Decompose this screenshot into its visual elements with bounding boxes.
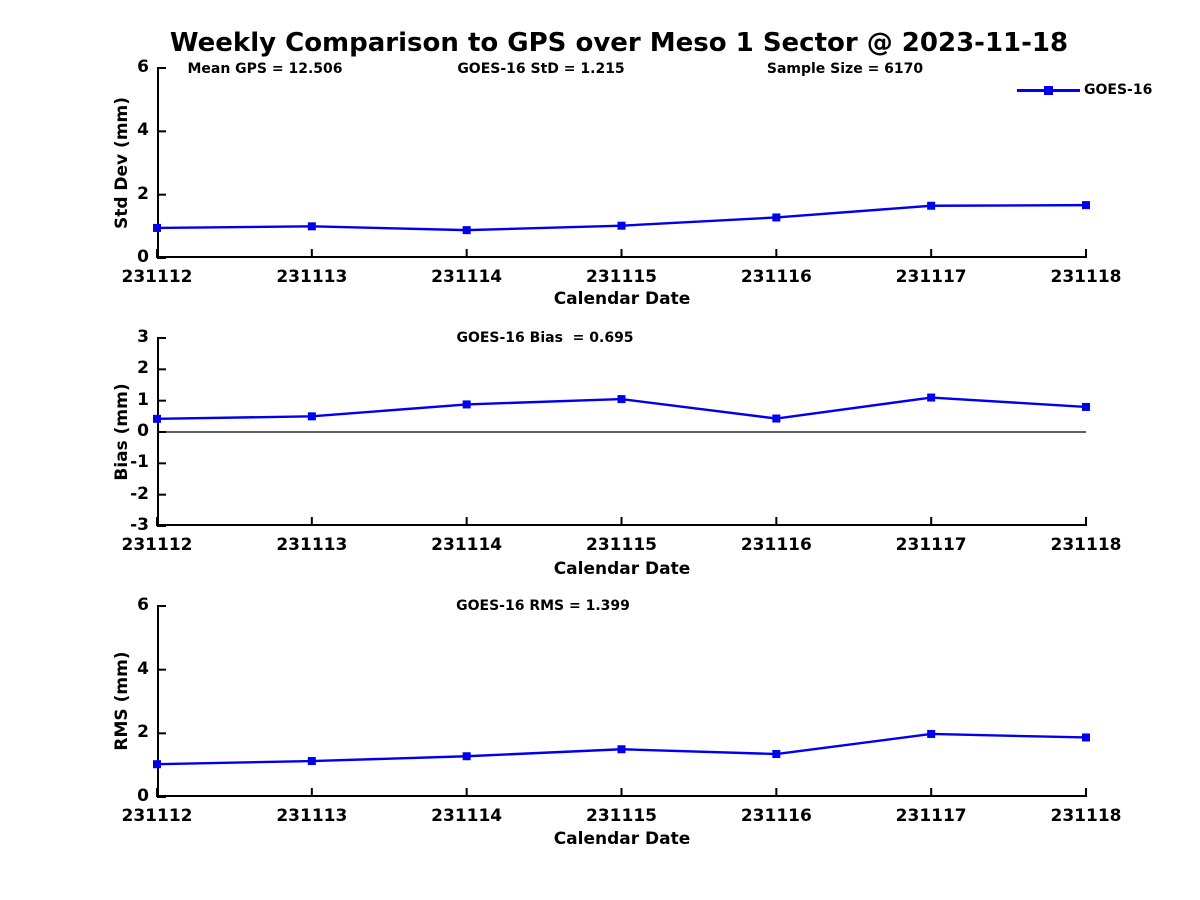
y-tick-label: -3	[130, 515, 149, 535]
y-tick-label: 6	[137, 595, 149, 615]
chart3-plot-area	[153, 605, 1090, 798]
y-tick-label: 2	[137, 183, 149, 204]
annotation-goes16-std: GOES-16 StD = 1.215	[457, 61, 625, 77]
data-point-marker	[307, 222, 316, 231]
data-point-marker	[1082, 733, 1090, 742]
x-tick-label: 231116	[740, 267, 812, 287]
data-point-marker	[307, 412, 316, 421]
chart-svg	[153, 337, 1090, 527]
chart-svg	[153, 67, 1090, 259]
y-tick-label: -1	[130, 452, 149, 473]
y-tick-label: 0	[137, 786, 149, 806]
data-point-marker	[617, 221, 626, 230]
y-tick-label: 3	[137, 327, 149, 347]
y-tick-label: 0	[137, 421, 149, 441]
chart2-subtitle: GOES-16 Bias = 0.695	[456, 330, 634, 346]
data-point-marker	[153, 223, 161, 232]
chart-svg	[153, 605, 1090, 798]
data-point-marker	[927, 201, 936, 210]
data-point-marker	[307, 757, 316, 766]
figure-title: Weekly Comparison to GPS over Meso 1 Sec…	[169, 28, 1069, 58]
x-tick-label: 231115	[586, 535, 657, 555]
x-tick-label: 231113	[276, 535, 348, 555]
y-tick-label: 2	[137, 358, 149, 379]
x-tick-label: 231115	[586, 806, 657, 826]
x-tick-label: 231118	[1050, 535, 1122, 555]
x-tick-label: 231118	[1050, 806, 1122, 826]
y-tick-label: 4	[137, 120, 149, 141]
x-tick-label: 231116	[740, 806, 812, 826]
chart1-y-axis-label: Std Dev (mm)	[112, 96, 132, 230]
x-tick-label: 231113	[276, 267, 348, 287]
x-tick-label: 231114	[431, 535, 503, 555]
x-tick-label: 231113	[276, 806, 348, 826]
legend-label: GOES-16	[1084, 82, 1153, 98]
data-point-marker	[772, 750, 781, 759]
y-tick-label: 0	[137, 247, 149, 267]
data-point-marker	[927, 729, 936, 738]
data-point-marker	[153, 414, 161, 423]
x-tick-label: 231115	[586, 267, 657, 287]
x-tick-label: 231117	[895, 535, 967, 555]
x-tick-label: 231116	[740, 535, 812, 555]
y-tick-label: 4	[137, 658, 149, 679]
data-point-marker	[617, 395, 626, 404]
chart3-subtitle: GOES-16 RMS = 1.399	[456, 598, 630, 614]
y-tick-label: -2	[130, 483, 149, 504]
data-point-marker	[462, 226, 471, 235]
y-tick-label: 1	[137, 389, 149, 410]
x-tick-label: 231112	[121, 535, 193, 555]
y-tick-label: 2	[137, 722, 149, 743]
annotation-mean-gps: Mean GPS = 12.506	[187, 61, 343, 77]
data-point-marker	[617, 745, 626, 754]
data-point-marker	[153, 760, 161, 769]
data-point-marker	[1082, 201, 1090, 210]
chart1-plot-area	[153, 67, 1090, 259]
x-tick-label: 231117	[895, 806, 967, 826]
chart1-x-axis-label: Calendar Date	[553, 289, 691, 309]
x-tick-label: 231117	[895, 267, 967, 287]
chart3-x-axis-label: Calendar Date	[553, 829, 691, 849]
x-tick-label: 231118	[1050, 267, 1122, 287]
x-tick-label: 231114	[431, 267, 503, 287]
y-tick-label: 6	[137, 57, 149, 77]
data-point-marker	[927, 393, 936, 402]
data-point-marker	[462, 400, 471, 409]
x-tick-label: 231114	[431, 806, 503, 826]
x-tick-label: 231112	[121, 806, 193, 826]
data-point-marker	[772, 414, 781, 423]
chart2-plot-area	[153, 337, 1090, 527]
data-point-marker	[1082, 402, 1090, 411]
annotation-sample-size: Sample Size = 6170	[766, 61, 924, 77]
data-point-marker	[772, 213, 781, 222]
chart2-x-axis-label: Calendar Date	[553, 559, 691, 579]
legend-marker-icon	[1044, 86, 1053, 95]
data-point-marker	[462, 752, 471, 761]
x-tick-label: 231112	[121, 267, 193, 287]
